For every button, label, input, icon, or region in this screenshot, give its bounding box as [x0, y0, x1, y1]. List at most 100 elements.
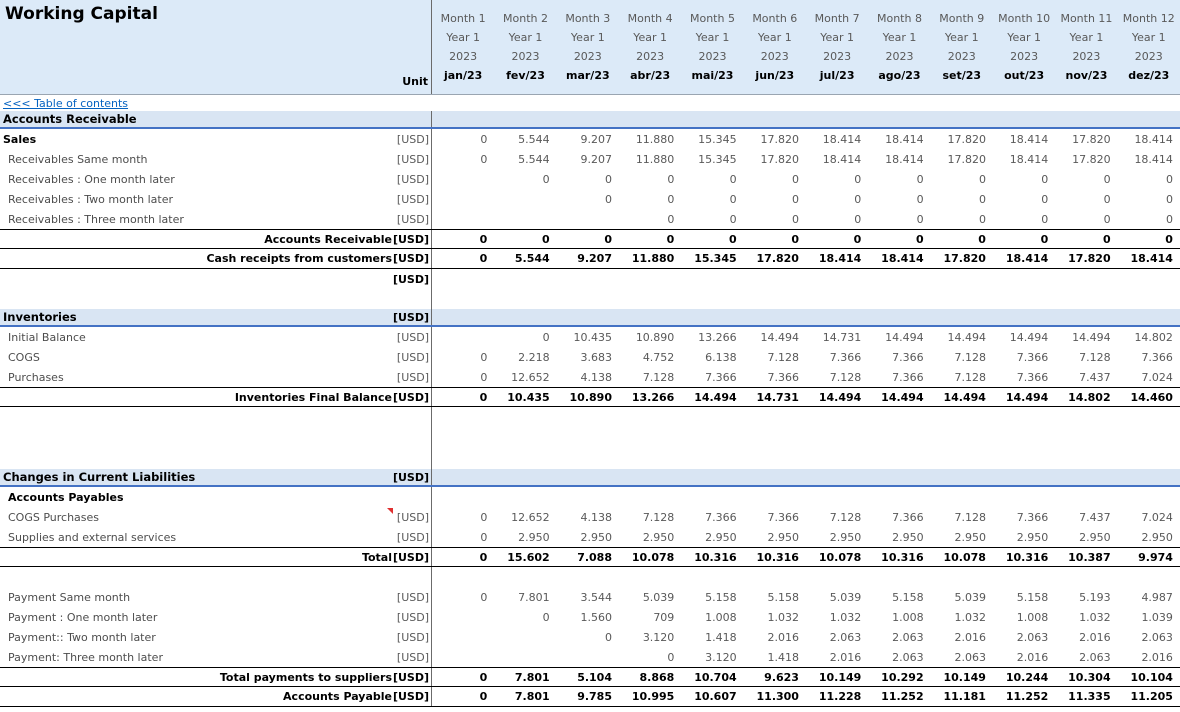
value-cell-m12[interactable]: 0 [1118, 209, 1180, 229]
value-cell-m10[interactable]: 18.414 [993, 249, 1055, 268]
value-cell-m6[interactable]: 9.623 [744, 668, 806, 686]
value-cell-m4[interactable] [619, 269, 681, 289]
value-cell-m5[interactable]: 3.120 [681, 647, 743, 667]
value-cell-m4[interactable]: 4.752 [619, 347, 681, 367]
row-unit[interactable]: [USD] [395, 129, 432, 149]
value-cell-m11[interactable]: 17.820 [1055, 249, 1117, 268]
value-cell-m6[interactable]: 0 [744, 230, 806, 248]
column-header-month-7[interactable]: Month 7Year 12023jul/23 [806, 0, 868, 94]
value-cell-m11[interactable]: 0 [1055, 169, 1117, 189]
row-unit[interactable]: [USD] [395, 149, 432, 169]
value-cell-m11[interactable] [1055, 111, 1117, 127]
value-cell-m1[interactable]: 0 [432, 548, 494, 566]
row-unit[interactable]: [USD] [395, 607, 432, 627]
value-cell-m2[interactable] [494, 209, 556, 229]
value-cell-m12[interactable]: 18.414 [1118, 249, 1180, 268]
value-cell-m7[interactable]: 5.039 [806, 587, 868, 607]
value-cell-m9[interactable] [931, 309, 993, 325]
value-cell-m10[interactable]: 14.494 [993, 388, 1055, 406]
value-cell-m9[interactable]: 14.494 [931, 327, 993, 347]
row-label[interactable]: Changes in Current Liabilities [0, 469, 395, 485]
value-cell-m12[interactable] [1118, 269, 1180, 289]
value-cell-m1[interactable]: 0 [432, 347, 494, 367]
row-unit[interactable]: [USD] [395, 548, 432, 566]
value-cell-m10[interactable]: 10.244 [993, 668, 1055, 686]
value-cell-m12[interactable]: 1.039 [1118, 607, 1180, 627]
value-cell-m6[interactable]: 17.820 [744, 249, 806, 268]
value-cell-m3[interactable]: 9.207 [557, 249, 619, 268]
value-cell-m10[interactable]: 0 [993, 230, 1055, 248]
value-cell-m4[interactable]: 709 [619, 607, 681, 627]
column-header-month-5[interactable]: Month 5Year 12023mai/23 [681, 0, 743, 94]
row-unit[interactable]: [USD] [395, 668, 432, 686]
row-unit[interactable]: [USD] [395, 388, 432, 406]
value-cell-m10[interactable]: 10.316 [993, 548, 1055, 566]
value-cell-m2[interactable]: 7.801 [494, 687, 556, 706]
value-cell-m6[interactable]: 5.158 [744, 587, 806, 607]
value-cell-m7[interactable]: 10.149 [806, 668, 868, 686]
value-cell-m8[interactable] [868, 269, 930, 289]
value-cell-m2[interactable]: 2.950 [494, 527, 556, 547]
column-header-month-8[interactable]: Month 8Year 12023ago/23 [868, 0, 930, 94]
value-cell-m7[interactable] [806, 269, 868, 289]
column-header-month-4[interactable]: Month 4Year 12023abr/23 [619, 0, 681, 94]
value-cell-m1[interactable] [432, 647, 494, 667]
value-cell-m1[interactable]: 0 [432, 149, 494, 169]
value-cell-m2[interactable]: 0 [494, 169, 556, 189]
value-cell-m6[interactable]: 17.820 [744, 129, 806, 149]
value-cell-m11[interactable]: 2.950 [1055, 527, 1117, 547]
value-cell-m6[interactable]: 10.316 [744, 548, 806, 566]
value-cell-m1[interactable]: 0 [432, 587, 494, 607]
value-cell-m9[interactable] [931, 469, 993, 485]
value-cell-m7[interactable] [806, 487, 868, 507]
row-label[interactable]: Accounts Receivable [0, 111, 395, 127]
value-cell-m3[interactable] [557, 647, 619, 667]
value-cell-m10[interactable]: 11.252 [993, 687, 1055, 706]
value-cell-m3[interactable]: 3.544 [557, 587, 619, 607]
value-cell-m2[interactable] [494, 647, 556, 667]
value-cell-m12[interactable] [1118, 111, 1180, 127]
value-cell-m11[interactable]: 2.063 [1055, 647, 1117, 667]
row-label[interactable]: Total [0, 548, 395, 566]
value-cell-m5[interactable] [681, 469, 743, 485]
value-cell-m12[interactable]: 0 [1118, 189, 1180, 209]
row-label[interactable]: Inventories [0, 309, 395, 325]
value-cell-m7[interactable] [806, 111, 868, 127]
column-header-month-11[interactable]: Month 11Year 12023nov/23 [1055, 0, 1117, 94]
value-cell-m5[interactable]: 1.008 [681, 607, 743, 627]
value-cell-m7[interactable]: 10.078 [806, 548, 868, 566]
value-cell-m1[interactable]: 0 [432, 687, 494, 706]
value-cell-m4[interactable]: 0 [619, 230, 681, 248]
value-cell-m6[interactable]: 2.016 [744, 627, 806, 647]
value-cell-m2[interactable] [494, 189, 556, 209]
value-cell-m6[interactable]: 14.731 [744, 388, 806, 406]
value-cell-m2[interactable]: 0 [494, 607, 556, 627]
value-cell-m6[interactable] [744, 309, 806, 325]
value-cell-m7[interactable]: 18.414 [806, 249, 868, 268]
value-cell-m6[interactable]: 0 [744, 209, 806, 229]
row-label[interactable] [0, 269, 395, 289]
value-cell-m2[interactable] [494, 309, 556, 325]
row-unit[interactable]: [USD] [395, 269, 432, 289]
value-cell-m9[interactable]: 0 [931, 230, 993, 248]
value-cell-m6[interactable] [744, 469, 806, 485]
value-cell-m5[interactable]: 7.366 [681, 507, 743, 527]
value-cell-m12[interactable] [1118, 469, 1180, 485]
value-cell-m10[interactable]: 2.950 [993, 527, 1055, 547]
row-unit[interactable]: [USD] [395, 647, 432, 667]
value-cell-m7[interactable] [806, 469, 868, 485]
value-cell-m5[interactable]: 2.950 [681, 527, 743, 547]
value-cell-m1[interactable]: 0 [432, 527, 494, 547]
value-cell-m10[interactable] [993, 309, 1055, 325]
value-cell-m2[interactable] [494, 469, 556, 485]
value-cell-m8[interactable] [868, 111, 930, 127]
value-cell-m8[interactable]: 10.292 [868, 668, 930, 686]
value-cell-m8[interactable]: 2.063 [868, 647, 930, 667]
value-cell-m3[interactable]: 3.683 [557, 347, 619, 367]
value-cell-m3[interactable]: 7.088 [557, 548, 619, 566]
value-cell-m4[interactable]: 11.880 [619, 249, 681, 268]
value-cell-m6[interactable]: 14.494 [744, 327, 806, 347]
value-cell-m7[interactable]: 0 [806, 169, 868, 189]
row-unit[interactable]: [USD] [395, 189, 432, 209]
value-cell-m1[interactable]: 0 [432, 507, 494, 527]
